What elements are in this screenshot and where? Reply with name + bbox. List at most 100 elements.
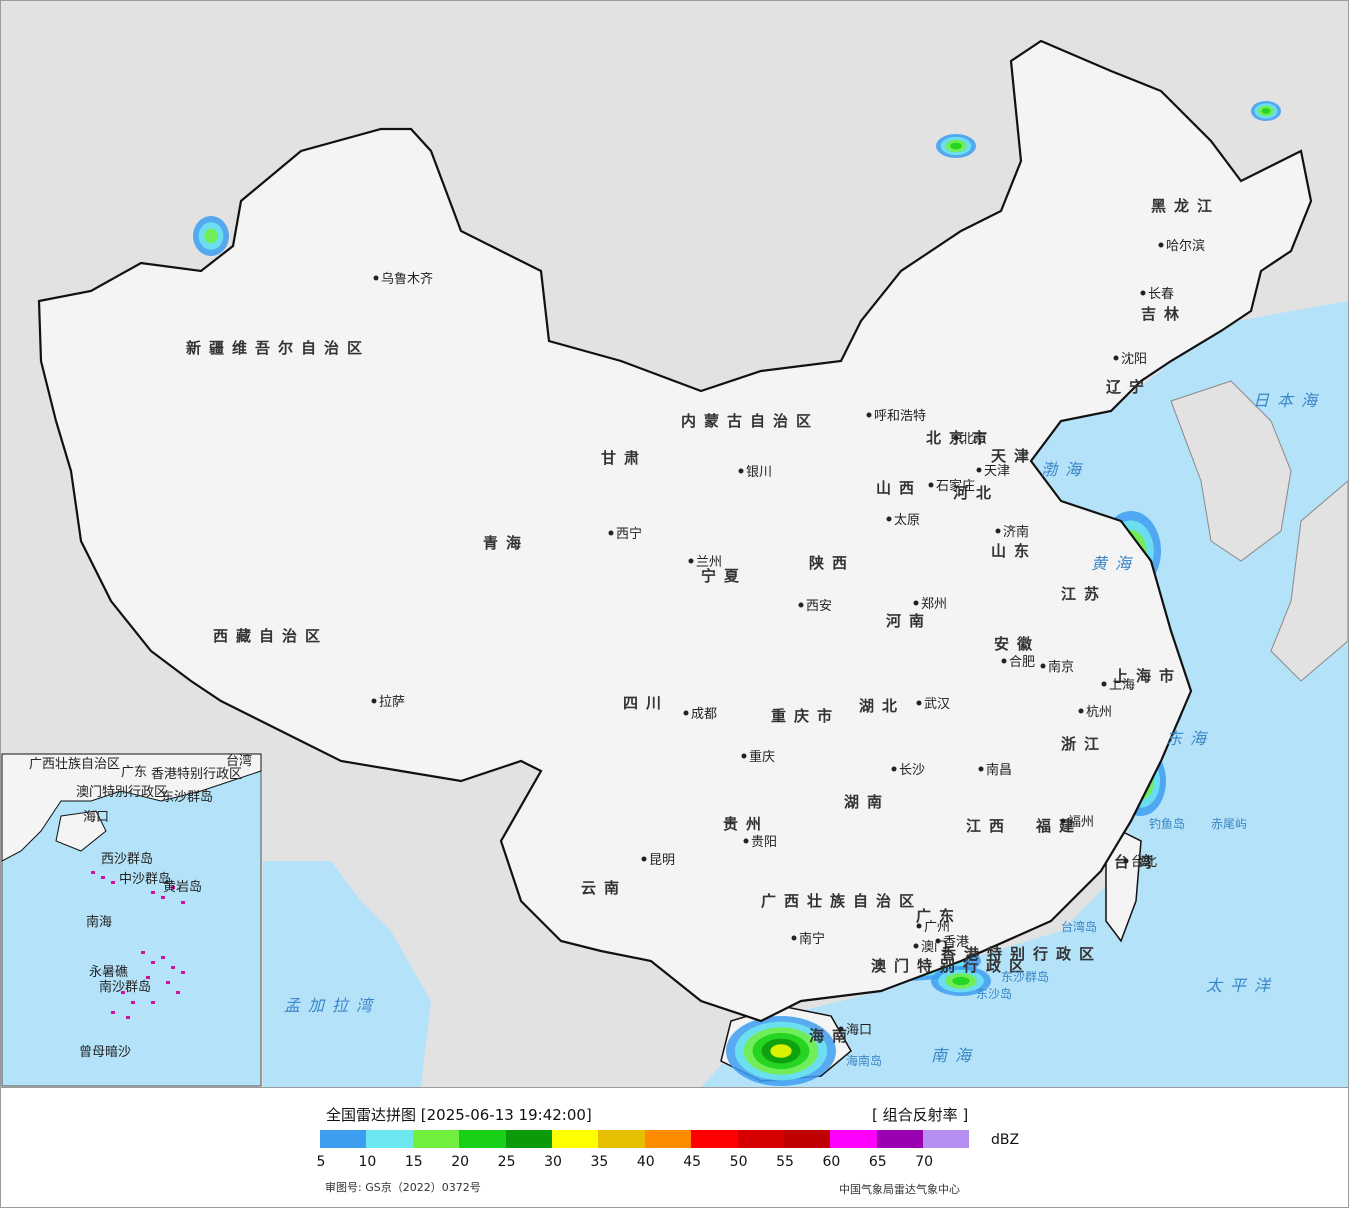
inset-island-12 [91,871,95,874]
echo-cell-27-level-3 [950,142,962,150]
city-label-18: 上海 [1109,678,1135,693]
city-dot-1 [371,698,377,704]
region-label-33: 天津 [991,447,1037,465]
inset-island-14 [111,881,115,884]
echo-cell-26-level-3 [1261,108,1271,114]
region-label-14: 陕西 [809,554,855,572]
inset-island-10 [151,1001,155,1004]
ocean-bay-of-bengal [263,861,431,1087]
city-dot-28 [913,943,919,949]
island-label-1: 赤尾屿 [1211,817,1247,831]
scale-swatch-6 [598,1130,645,1148]
city-label-5: 呼和浩特 [874,409,926,424]
inset-label-13: 曾母暗沙 [79,1045,131,1060]
city-label-22: 福州 [1068,815,1094,830]
scale-swatch-9 [737,1130,784,1148]
scale-swatch-3 [459,1130,506,1148]
city-label-1: 拉萨 [379,695,405,710]
city-dot-3 [688,558,694,564]
city-label-28: 澳门 [921,939,947,955]
sea-label-4: 太平洋 [1206,976,1278,995]
city-label-9: 太原 [894,513,920,528]
city-dot-18 [1101,681,1107,687]
region-label-3: 四川 [623,694,669,712]
scale-tick-7: 40 [636,1154,655,1170]
inset-label-9: 黄岩岛 [163,879,202,895]
inset-hainan [55,810,107,852]
inset-label-7: 西沙群岛 [101,851,153,867]
city-label-8: 石家庄 [936,478,975,494]
city-label-0: 乌鲁木齐 [381,271,433,287]
inset-label-3: 香港特别行政区 [151,767,242,782]
city-dot-21 [978,766,984,772]
city-label-6: 北京 [961,432,987,447]
region-label-28: 台湾 [1114,853,1160,871]
scale-tick-0: 5 [316,1154,326,1170]
city-label-17: 南京 [1048,659,1074,675]
scale-tick-8: 45 [683,1154,702,1170]
city-dot-27 [935,938,941,944]
scale-swatch-5 [551,1130,599,1148]
region-label-16: 内蒙古自治区 [681,412,819,430]
island-label-5: 海南岛 [846,1053,882,1068]
city-dot-23 [743,838,749,844]
scale-swatch-4 [505,1130,552,1148]
city-label-13: 成都 [691,707,717,722]
city-label-14: 重庆 [749,749,775,765]
inset-island-4 [146,976,150,979]
region-label-18: 吉林 [1141,305,1187,323]
inset-island-13 [101,876,105,879]
region-label-13: 山西 [876,479,922,497]
city-label-3: 兰州 [696,555,722,570]
city-label-2: 西宁 [616,526,642,542]
city-label-29: 海口 [846,1023,872,1038]
scale-swatch-12 [876,1130,924,1148]
sea-label-5: 南海 [931,1046,979,1065]
scale-swatch-10 [783,1130,831,1148]
inset-label-2: 台湾 [226,753,252,769]
city-dot-14 [741,753,747,759]
inset-island-9 [111,1011,115,1014]
region-label-26: 上海市 [1113,667,1182,685]
scale-swatch-8 [691,1130,738,1148]
sea-label-1: 渤海 [1041,460,1089,479]
echo-cell-3-level-2 [204,228,218,244]
inset-label-5: 东沙群岛 [161,789,213,805]
city-label-31: 哈尔滨 [1166,238,1205,254]
region-label-22: 浙江 [1061,735,1107,753]
region-label-8: 湖南 [844,793,890,811]
scale-swatch-1 [366,1130,413,1148]
sea-label-2: 黄海 [1091,554,1139,573]
region-label-2: 青海 [483,534,529,552]
region-label-6: 广西壮族自治区 [761,892,922,910]
city-dot-25 [791,935,797,941]
inset-island-5 [166,981,170,984]
city-dot-5 [866,412,872,418]
region-label-4: 云南 [581,879,627,897]
inset-coast [1,753,262,862]
city-label-12: 西安 [806,599,832,614]
echo-cell-23-level-5 [770,1044,792,1058]
city-dot-11 [913,600,919,606]
region-label-20: 江苏 [1061,585,1107,603]
inset-island-19 [126,1016,130,1019]
ocean-east [701,301,1348,1087]
region-label-21: 安徽 [994,635,1040,653]
region-label-30: 澳门特别行政区 [871,957,1032,975]
city-label-30: 台北 [1131,855,1157,870]
city-dot-7 [976,467,982,473]
city-label-27: 香港 [943,935,969,950]
island-label-3: 东沙群岛 [1001,969,1049,984]
scale-tick-5: 30 [544,1154,562,1170]
inset-label-10: 南海 [86,914,112,930]
inset-label-12: 南沙群岛 [99,979,151,995]
city-dot-26 [916,923,922,929]
region-label-19: 辽宁 [1106,378,1152,396]
unit-label: dBZ [991,1132,1020,1148]
city-dot-20 [891,766,897,772]
city-dot-9 [886,516,892,522]
inset-island-0 [141,951,145,954]
inset-label-11: 永暑礁 [89,964,128,980]
